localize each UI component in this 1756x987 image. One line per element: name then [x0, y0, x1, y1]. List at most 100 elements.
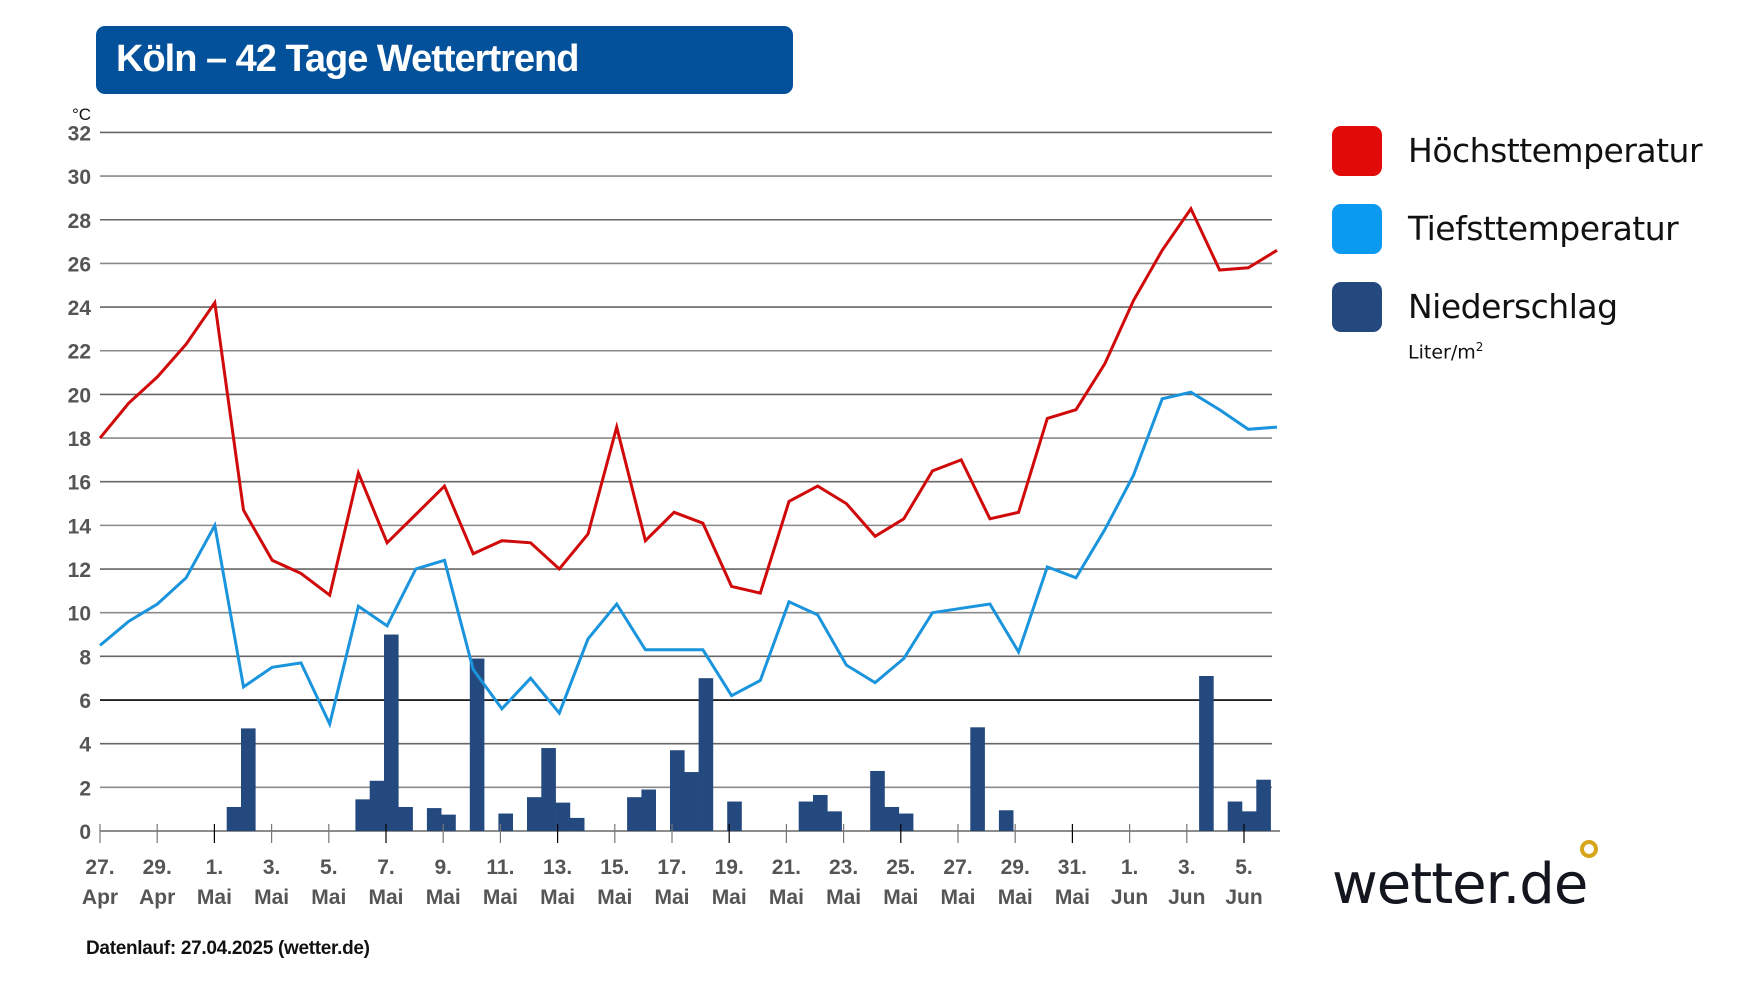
x-tick-day: 17.	[657, 856, 686, 879]
precipitation-bars	[226, 634, 1271, 831]
x-tick-month: Mai	[197, 886, 232, 909]
y-tick-label: 6	[79, 690, 91, 713]
x-tick-month: Mai	[597, 886, 632, 909]
x-tick-day: 1.	[1121, 856, 1139, 879]
unit-text: Liter/m	[1408, 341, 1476, 364]
x-tick-day: 21.	[772, 856, 801, 879]
y-tick-label: 0	[79, 821, 91, 844]
x-tick-day: 19.	[715, 856, 744, 879]
precipitation-bar	[641, 789, 656, 831]
precipitation-bar	[898, 813, 914, 831]
precipitation-bar	[527, 797, 542, 831]
x-tick-month: Mai	[940, 886, 975, 909]
x-tick-month: Apr	[82, 886, 118, 909]
title-banner: Köln – 42 Tage Wettertrend	[96, 26, 793, 94]
x-tick-month: Mai	[368, 886, 403, 909]
y-tick-label: 10	[68, 603, 91, 626]
wetter-de-logo: wetter.de	[1332, 838, 1602, 918]
y-axis-unit: °C	[72, 105, 91, 124]
x-tick-month: Mai	[712, 886, 747, 909]
precipitation-bar	[569, 817, 585, 831]
precipitation-bar	[870, 770, 885, 831]
min-temperature-line	[99, 390, 1278, 729]
x-tick-day: 9.	[434, 856, 452, 879]
x-tick-day: 11.	[486, 856, 514, 879]
precipitation-bar	[1199, 676, 1214, 831]
precipitation-bar	[426, 808, 442, 831]
x-tick-month: Mai	[483, 886, 518, 909]
y-tick-label: 32	[68, 122, 91, 145]
data-run-note: Datenlauf: 27.04.2025 (wetter.de)	[86, 938, 370, 959]
x-tick-day: 5.	[320, 856, 338, 879]
precipitation-bar	[698, 678, 714, 831]
precipitation-bar	[798, 801, 814, 831]
x-tick-day: 7.	[377, 856, 395, 879]
x-tick-day: 3.	[1178, 856, 1196, 879]
x-tick-month: Mai	[883, 886, 918, 909]
x-tick-month: Mai	[826, 886, 861, 909]
x-tick-day: 13.	[543, 856, 572, 879]
x-tick-day: 29.	[143, 856, 172, 879]
precipitation-bar	[827, 811, 842, 831]
y-tick-label: 28	[68, 210, 92, 233]
x-tick-month: Jun	[1168, 886, 1205, 909]
y-tick-label: 4	[79, 734, 91, 757]
x-tick-month: Mai	[311, 886, 346, 909]
temperature-lines	[98, 205, 1278, 729]
legend-swatch-navy	[1332, 282, 1382, 332]
precipitation-bar	[970, 727, 985, 831]
x-tick-day: 27.	[943, 856, 972, 879]
precipitation-bar	[670, 750, 685, 831]
legend-unit: Liter/m2	[1408, 340, 1483, 363]
logo-text: wetter.de	[1332, 852, 1588, 917]
x-tick-month: Jun	[1225, 886, 1262, 909]
x-tick-day: 15.	[600, 856, 629, 879]
x-tick-day: 25.	[886, 856, 915, 879]
precipitation-bar	[355, 799, 370, 831]
x-axis: 27. Apr 29. Apr 1. Mai 3. Mai 5. Mai 7. Mai 9. Mai 11.…	[82, 824, 1263, 909]
logo-sun-icon	[1580, 840, 1598, 858]
y-tick-label: 16	[68, 472, 91, 495]
precipitation-bar	[1227, 801, 1243, 831]
precipitation-bar	[369, 780, 385, 831]
y-tick-label: 2	[79, 777, 91, 800]
precipitation-bar	[684, 772, 699, 831]
x-tick-day: 27.	[85, 856, 114, 879]
x-tick-month: Mai	[426, 886, 461, 909]
precipitation-bar	[226, 806, 242, 831]
gridlines	[100, 131, 1280, 832]
x-tick-month: Mai	[769, 886, 804, 909]
legend-item-max-temp: Höchsttemperatur	[1332, 126, 1752, 176]
precipitation-bar	[498, 813, 513, 831]
y-tick-label: 18	[68, 428, 92, 451]
x-tick-month: Apr	[139, 886, 175, 909]
legend-label: Höchsttemperatur	[1408, 131, 1703, 170]
x-tick-month: Mai	[998, 886, 1033, 909]
x-tick-month: Jun	[1111, 886, 1148, 909]
max-temperature-line	[98, 205, 1278, 598]
x-tick-day: 3.	[263, 856, 281, 879]
y-tick-label: 14	[68, 515, 92, 538]
precipitation-bar	[469, 658, 485, 831]
legend-item-precipitation: Niederschlag Liter/m2	[1332, 282, 1752, 363]
precipitation-bar	[998, 810, 1014, 831]
precipitation-bar	[555, 802, 571, 831]
precipitation-bar	[1242, 811, 1257, 831]
legend-swatch-red	[1332, 126, 1382, 176]
y-tick-label: 20	[68, 384, 91, 407]
precipitation-bar	[441, 814, 456, 831]
precipitation-bar	[1256, 779, 1271, 831]
y-tick-label: 12	[68, 559, 91, 582]
x-tick-month: Mai	[654, 886, 689, 909]
y-tick-label: 24	[68, 297, 92, 320]
y-tick-label: 22	[68, 341, 91, 364]
precipitation-bar	[398, 806, 413, 831]
y-tick-label: 30	[68, 166, 91, 189]
precipitation-bar	[727, 801, 742, 831]
precipitation-bar	[884, 806, 900, 831]
y-tick-label: 26	[68, 253, 91, 276]
x-tick-day: 29.	[1001, 856, 1030, 879]
precipitation-bar	[813, 794, 828, 831]
